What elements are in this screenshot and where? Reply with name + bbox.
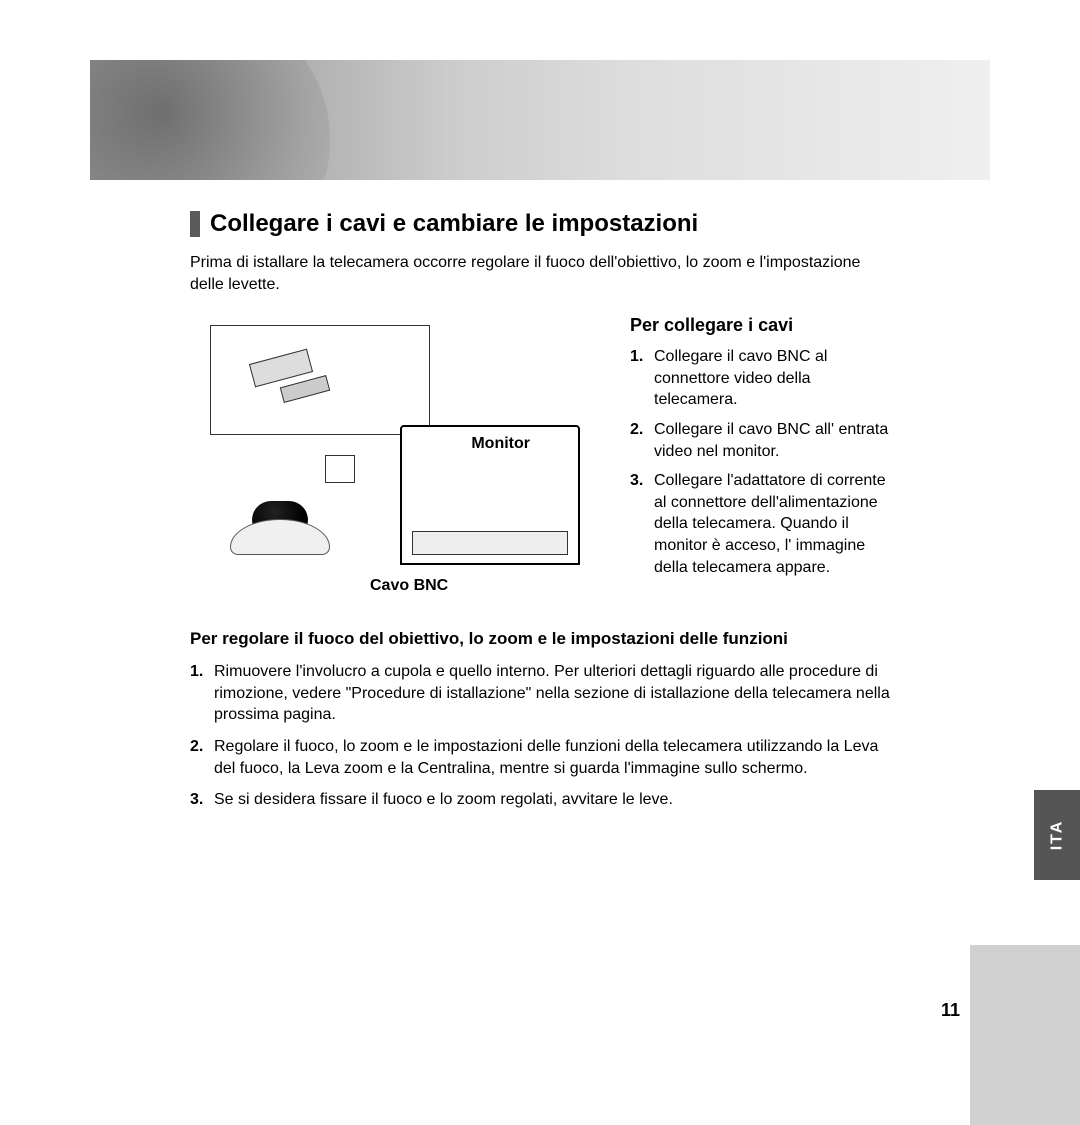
header-banner-image [90, 60, 990, 180]
section-bar [190, 211, 200, 237]
diagram-label-monitor: Monitor [471, 435, 530, 453]
section-title: Collegare i cavi e cambiare le impostazi… [210, 210, 698, 238]
focus-step: Se si desidera fissare il fuoco e lo zoo… [190, 789, 890, 811]
language-tab: ITA [1034, 790, 1080, 880]
cable-section-title: Per collegare i cavi [630, 315, 890, 336]
cable-step: Collegare il cavo BNC all' entrata video… [630, 419, 890, 462]
cable-step: Collegare il cavo BNC al connettore vide… [630, 346, 890, 411]
intro-paragraph: Prima di istallare la telecamera occorre… [190, 252, 890, 295]
cable-step: Collegare l'adattatore di corrente al co… [630, 470, 890, 578]
content-area: Collegare i cavi e cambiare le impostazi… [90, 180, 990, 811]
focus-step: Rimuovere l'involucro a cupola e quello … [190, 661, 890, 726]
page: Collegare i cavi e cambiare le impostazi… [0, 0, 1080, 811]
page-corner-decoration [970, 945, 1080, 1125]
focus-steps-list: Rimuovere l'involucro a cupola e quello … [190, 661, 890, 811]
focus-step: Regolare il fuoco, lo zoom e le impostaz… [190, 736, 890, 779]
page-number: 11 [941, 1000, 960, 1021]
focus-section-title: Per regolare il fuoco del obiettivo, lo … [190, 629, 890, 649]
adapter-inset-box [210, 325, 430, 435]
diagram-label-cavo-bnc: Cavo BNC [370, 577, 448, 595]
language-tab-label: ITA [1048, 820, 1066, 851]
diagram-and-list-row: Monitor Cavo BNC Per collegare i cavi Co… [190, 315, 890, 605]
dome-camera-icon [230, 495, 330, 555]
wall-outlet-icon [325, 455, 355, 483]
cable-instructions: Per collegare i cavi Collegare il cavo B… [610, 315, 890, 586]
wiring-diagram: Monitor Cavo BNC [190, 315, 610, 605]
section-heading: Collegare i cavi e cambiare le impostazi… [190, 210, 890, 238]
cable-steps-list: Collegare il cavo BNC al connettore vide… [630, 346, 890, 578]
bnc-connector-icon [280, 375, 331, 403]
